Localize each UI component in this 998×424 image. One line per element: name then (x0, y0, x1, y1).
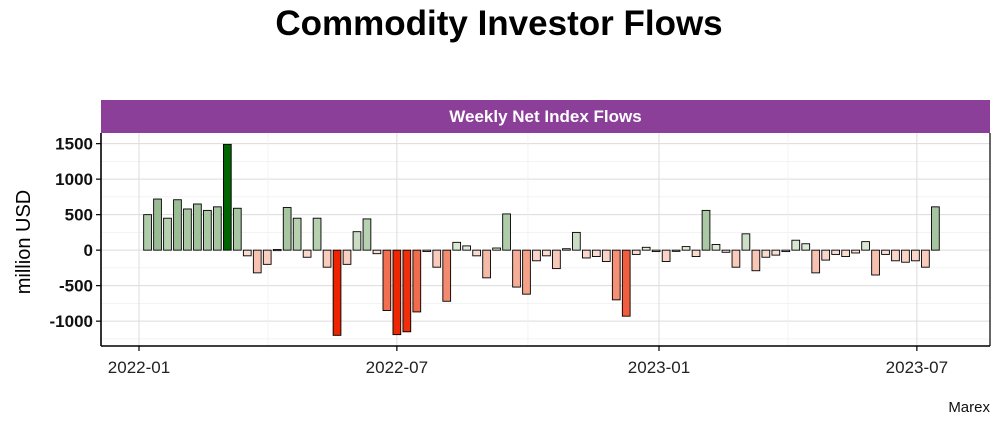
bar (801, 243, 811, 251)
x-tick-label: 2022-07 (366, 358, 428, 377)
bar (502, 213, 511, 251)
bar (372, 249, 382, 255)
bar (611, 249, 621, 301)
bar (352, 231, 362, 251)
bar (342, 249, 352, 265)
y-tick-label: 1500 (55, 135, 93, 154)
bar (582, 249, 591, 259)
bar (691, 249, 701, 257)
bar (272, 248, 282, 252)
axes: -1000 -500 0 500 1000 1500 2022-01 2022-07 2023-… (50, 133, 991, 377)
bar (402, 249, 412, 333)
x-tick-label: 2023-07 (886, 358, 948, 377)
y-tick-label: 0 (84, 241, 93, 260)
bar (542, 249, 551, 257)
bar (931, 206, 940, 251)
bar (552, 249, 561, 270)
bar (382, 249, 392, 311)
source-label: Marex (948, 399, 990, 416)
bar (222, 143, 232, 251)
bar (242, 249, 252, 257)
bar (591, 249, 601, 257)
y-tick-label: -500 (59, 277, 93, 296)
bar (791, 239, 801, 251)
grid-lines (101, 133, 990, 346)
bar (143, 214, 152, 251)
bar (701, 209, 711, 251)
bar (163, 217, 172, 251)
bar (213, 206, 222, 251)
bar (232, 207, 242, 251)
bars (143, 143, 940, 336)
bar (412, 249, 422, 313)
bar (522, 249, 531, 295)
bar (292, 217, 302, 251)
bar (781, 249, 791, 253)
panel-strip-title: Weekly Net Index Flows (101, 100, 990, 133)
bar (751, 249, 761, 272)
bar (921, 249, 930, 268)
bar (322, 249, 332, 268)
bar (621, 249, 631, 317)
bar (681, 246, 691, 251)
bar (193, 203, 202, 251)
plot-panel (101, 133, 990, 346)
bar (881, 249, 890, 255)
bar (432, 249, 442, 268)
bar (512, 249, 521, 288)
bar (312, 217, 322, 251)
y-tick-label: -1000 (50, 312, 93, 331)
bar (761, 249, 771, 258)
bar (562, 248, 571, 251)
bar (302, 249, 312, 258)
bar (901, 249, 910, 263)
bar (482, 249, 491, 279)
bar (911, 249, 920, 262)
bar (841, 249, 850, 257)
bar (671, 249, 681, 252)
bar (811, 249, 821, 274)
bar (282, 207, 292, 251)
bar (422, 249, 432, 253)
bar (821, 249, 831, 261)
bar (252, 249, 262, 274)
bar (891, 249, 900, 262)
bar (442, 249, 452, 302)
y-tick-label: 500 (65, 206, 93, 225)
bar (332, 249, 342, 336)
bar (153, 198, 162, 251)
bar (183, 208, 192, 251)
bar (462, 245, 472, 251)
bar (651, 249, 661, 253)
bar (721, 249, 731, 253)
y-axis-label: million USD (13, 190, 35, 294)
bar (631, 249, 641, 255)
bar (851, 249, 860, 254)
bar (472, 249, 481, 257)
bar (492, 247, 501, 251)
bar (362, 218, 372, 251)
bar (711, 244, 721, 251)
bar (731, 249, 741, 268)
chart-title: Commodity Investor Flows (275, 4, 723, 43)
bar (572, 231, 581, 251)
bar (173, 199, 182, 251)
bar (661, 249, 671, 262)
bar (532, 249, 541, 262)
bar (262, 249, 272, 265)
bar (771, 249, 781, 256)
bar (601, 249, 611, 262)
bar (741, 233, 751, 251)
y-tick-label: 1000 (55, 170, 93, 189)
bar (641, 246, 651, 251)
bar (871, 249, 880, 276)
x-tick-label: 2022-01 (108, 358, 170, 377)
bar (831, 249, 840, 255)
x-tick-label: 2023-01 (628, 358, 690, 377)
bar (203, 209, 212, 251)
bar (861, 241, 870, 251)
bar (452, 241, 462, 251)
bar (392, 249, 402, 336)
